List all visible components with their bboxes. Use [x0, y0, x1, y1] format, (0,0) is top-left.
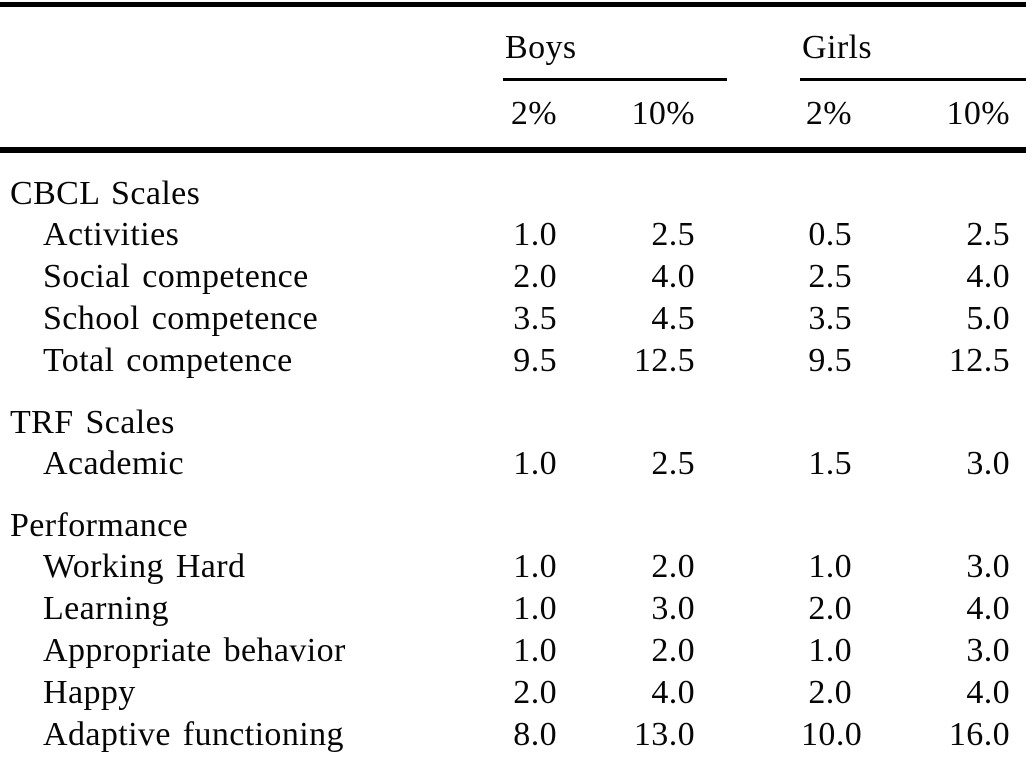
cell-gap: [727, 443, 800, 485]
section-title-performance: Performance: [10, 506, 189, 544]
cell-boys-10pct: 2.0: [651, 547, 696, 585]
row-label: Total competence: [43, 341, 293, 379]
cell-girls-10pct: 16.0: [948, 715, 1011, 753]
section-title-trf: TRF Scales: [10, 403, 175, 441]
subheader-boys-10pct: 10%: [591, 79, 728, 153]
cell-gap: [727, 672, 800, 714]
cell-gap: [727, 256, 800, 298]
cell-boys-10pct: 13.0: [633, 715, 696, 753]
cell-boys-2pct: 1.0: [513, 215, 557, 253]
cell-girls-2pct: 2.0: [808, 589, 853, 627]
cell-gap: [727, 714, 800, 759]
row-label: Adaptive functioning: [43, 715, 344, 753]
row-label: Activities: [43, 215, 180, 253]
cell-boys-10pct: 2.5: [651, 444, 696, 482]
table-row: Appropriate behavior 1.0 2.0 1.0 3.0: [0, 630, 1026, 672]
cell-boys-10pct: 4.5: [651, 299, 696, 337]
cell-gap: [727, 214, 800, 256]
cell-girls-2pct: 1.0: [808, 631, 853, 669]
cell-girls-10pct: 3.0: [966, 547, 1011, 585]
table-row: Happy 2.0 4.0 2.0 4.0: [0, 672, 1026, 714]
cell-boys-10pct: 4.0: [651, 673, 696, 711]
row-label: Appropriate behavior: [43, 631, 346, 669]
cell-girls-2pct: 2.0: [808, 673, 853, 711]
cell-girls-2pct: 2.5: [808, 257, 853, 295]
cell-girls-2pct: 3.5: [808, 299, 853, 337]
group-header-row: Boys Girls: [0, 4, 1026, 81]
cell-girls-10pct: 12.5: [948, 341, 1011, 379]
table-row: School competence 3.5 4.5 3.5 5.0: [0, 298, 1026, 340]
section-header-row: TRF Scales: [0, 382, 1026, 443]
cell-boys-2pct: 2.0: [513, 257, 557, 295]
table-row: Learning 1.0 3.0 2.0 4.0: [0, 588, 1026, 630]
cell-boys-2pct: 3.5: [513, 299, 557, 337]
cell-girls-10pct: 2.5: [966, 215, 1011, 253]
cell-girls-10pct: 3.0: [966, 444, 1011, 482]
cell-boys-10pct: 2.0: [651, 631, 696, 669]
cell-boys-2pct: 2.0: [513, 673, 557, 711]
table-row: Social competence 2.0 4.0 2.5 4.0: [0, 256, 1026, 298]
cell-girls-10pct: 3.0: [966, 631, 1011, 669]
row-label: Social competence: [43, 257, 309, 295]
cell-girls-2pct: 9.5: [808, 341, 853, 379]
cell-girls-10pct: 4.0: [966, 257, 1011, 295]
cell-girls-2pct: 1.0: [808, 547, 853, 585]
subheader-boys-2pct: 2%: [503, 79, 591, 153]
cell-boys-10pct: 2.5: [651, 215, 696, 253]
cell-boys-10pct: 12.5: [633, 341, 696, 379]
subheader-girls-10pct: 10%: [888, 79, 1026, 153]
row-label: Happy: [43, 673, 136, 711]
cell-boys-2pct: 9.5: [513, 341, 557, 379]
cell-boys-2pct: 1.0: [513, 589, 557, 627]
cell-boys-10pct: 4.0: [651, 257, 696, 295]
cell-gap: [727, 588, 800, 630]
cell-girls-2pct: 1.5: [808, 444, 853, 482]
cell-boys-2pct: 8.0: [513, 715, 557, 753]
subheader-girls-2pct: 2%: [800, 79, 889, 153]
cell-girls-10pct: 4.0: [966, 673, 1011, 711]
table-row: Activities 1.0 2.5 0.5 2.5: [0, 214, 1026, 256]
column-group-girls: Girls: [800, 4, 1026, 81]
row-label: Learning: [43, 589, 169, 627]
cell-boys-10pct: 3.0: [651, 589, 696, 627]
header-spacer-gap: [727, 5, 800, 80]
table-row: Adaptive functioning 8.0 13.0 10.0 16.0: [0, 714, 1026, 759]
cell-gap: [727, 340, 800, 382]
cell-girls-10pct: 4.0: [966, 589, 1011, 627]
row-label: Working Hard: [43, 547, 246, 585]
cell-girls-2pct: 0.5: [808, 215, 853, 253]
cell-girls-2pct: 10.0: [801, 715, 863, 753]
row-label: School competence: [43, 299, 319, 337]
cell-boys-2pct: 1.0: [513, 631, 557, 669]
section-header-row: Performance: [0, 485, 1026, 546]
table-row: Working Hard 1.0 2.0 1.0 3.0: [0, 546, 1026, 588]
table-row: Academic 1.0 2.5 1.5 3.0: [0, 443, 1026, 485]
cell-gap: [727, 630, 800, 672]
cell-girls-10pct: 5.0: [966, 299, 1011, 337]
subheader-spacer-gap: [727, 79, 801, 153]
cell-gap: [727, 546, 800, 588]
cell-gap: [727, 298, 800, 340]
cell-boys-2pct: 1.0: [513, 547, 557, 585]
subheader-spacer-label: [0, 79, 503, 153]
row-label: Academic: [43, 444, 185, 482]
column-group-boys: Boys: [503, 4, 728, 81]
section-header-row: CBCL Scales: [0, 150, 1026, 214]
cell-boys-2pct: 1.0: [513, 444, 557, 482]
section-title-cbcl: CBCL Scales: [10, 174, 201, 212]
header-spacer-label: [0, 5, 503, 80]
sub-header-row: 2% 10% 2% 10%: [0, 79, 1026, 153]
table-row: Total competence 9.5 12.5 9.5 12.5: [0, 340, 1026, 382]
